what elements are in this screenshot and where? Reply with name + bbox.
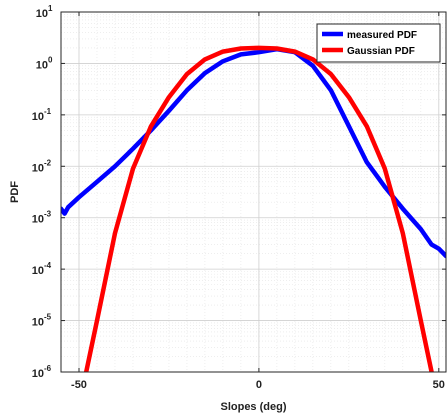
legend-box — [316, 23, 441, 63]
y-tick-exponent: -1 — [44, 107, 52, 116]
y-tick-exponent: 1 — [48, 4, 53, 13]
y-axis-label: PDF — [9, 181, 21, 203]
y-tick-base: 10 — [32, 317, 44, 329]
y-tick-base: 10 — [32, 162, 44, 174]
x-tick-label: 50 — [433, 379, 445, 391]
plot-area — [61, 45, 446, 372]
legend-label-measured-pdf: measured PDF — [347, 30, 417, 41]
y-tick-label: 10 1 — [36, 4, 53, 20]
y-tick-base: 10 — [32, 111, 44, 123]
y-tick-base: 10 — [32, 368, 44, 380]
y-tick-exponent: -5 — [44, 313, 52, 322]
grid — [61, 11, 446, 373]
y-tick-label: 10 -5 — [32, 313, 52, 329]
y-tick-base: 10 — [32, 214, 44, 226]
series-line-gaussian-pdf — [83, 45, 434, 372]
y-tick-label: 10 0 — [36, 55, 53, 71]
y-tick-base: 10 — [36, 59, 48, 71]
y-tick-exponent: -4 — [44, 261, 52, 270]
x-axis-label: Slopes (deg) — [220, 401, 286, 413]
y-tick-label: 10 -4 — [32, 261, 52, 277]
x-tick-label: -50 — [71, 379, 87, 391]
series-line-measured-pdf — [61, 46, 446, 259]
y-tick-label: 10 -3 — [32, 210, 52, 226]
plot-frame — [60, 11, 447, 373]
y-tick-exponent: -3 — [44, 210, 52, 219]
x-tick-label: 0 — [256, 379, 262, 391]
legend-label-gaussian-pdf: Gaussian PDF — [347, 46, 415, 57]
y-tick-exponent: -6 — [44, 364, 52, 373]
y-tick-label: 10 -2 — [32, 158, 52, 174]
y-tick-exponent: -2 — [44, 158, 52, 167]
legend: measured PDF Gaussian PDF — [316, 23, 441, 63]
y-tick-exponent: 0 — [48, 55, 53, 64]
y-tick-base: 10 — [32, 265, 44, 277]
y-tick-label: 10 -6 — [32, 364, 52, 380]
y-tick-label: 10 -1 — [32, 107, 52, 123]
y-tick-base: 10 — [36, 8, 48, 20]
